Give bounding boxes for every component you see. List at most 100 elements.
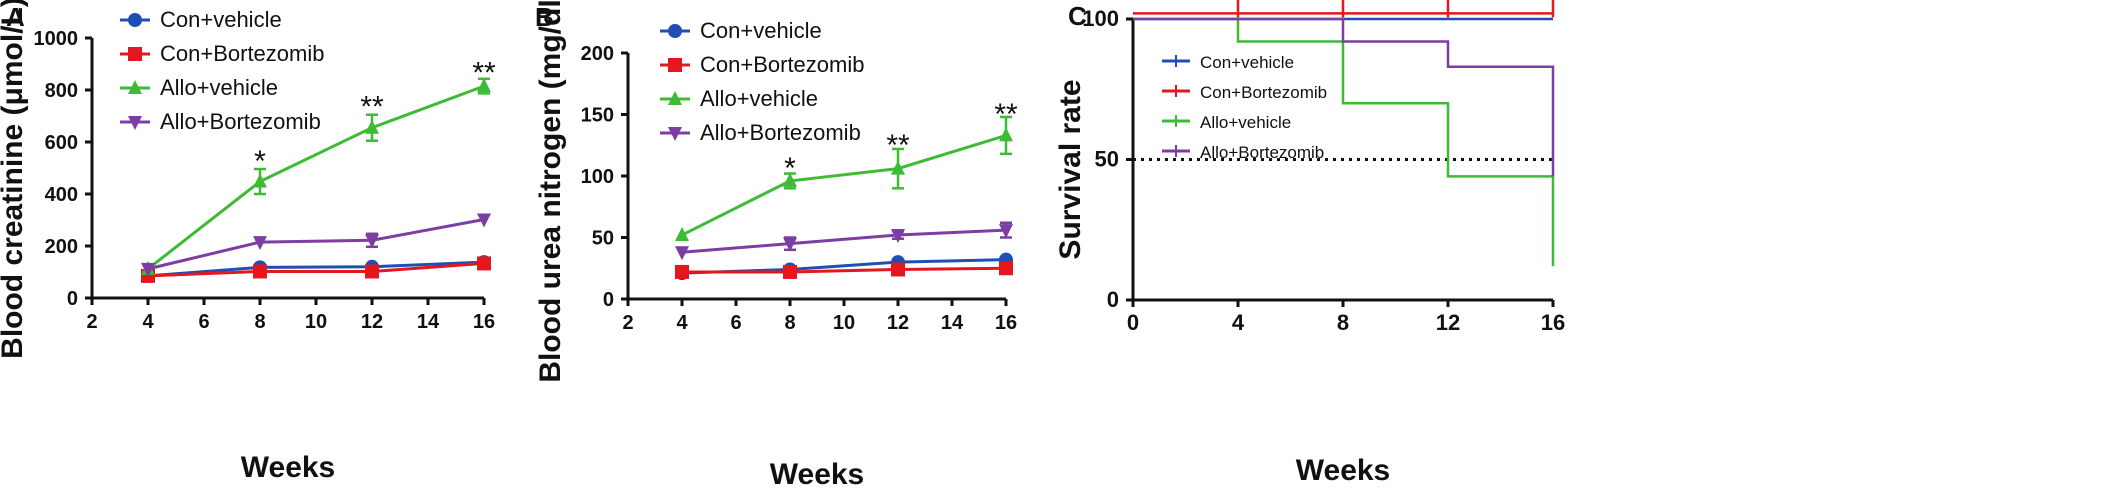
data-point (477, 78, 491, 93)
legend-item-con-bortezomib: Con+Bortezomib (1162, 83, 1327, 102)
y-tick-label: 400 (45, 184, 78, 206)
series-allo-bortezomib (675, 221, 1013, 261)
data-point (999, 261, 1013, 276)
y-axis-title: Blood creatinine (μmol/L) (0, 0, 29, 359)
series-line (682, 266, 1007, 274)
data-point (675, 227, 689, 242)
data-point (783, 264, 797, 279)
legend: Con+vehicle Con+Bortezomib Allo+vehicle All… (120, 7, 324, 134)
significance-mark: ** (994, 98, 1018, 131)
panel-b: B 2 4 6 8 10 12 14 16 0 50 100 150 200 Weeks Blood urea… (534, 0, 1018, 491)
x-tick-label: 16 (995, 312, 1017, 334)
panel-label: A (6, 2, 25, 32)
x-tick-label: 8 (1337, 310, 1349, 335)
x-tick-label: 16 (1541, 310, 1565, 335)
legend-label: Con+Bortezomib (700, 52, 864, 77)
legend-label: Allo+Bortezomib (160, 109, 321, 134)
legend-marker (668, 24, 682, 38)
data-point (891, 229, 905, 244)
data-point (477, 213, 491, 228)
x-tick-label: 4 (676, 312, 688, 334)
x-tick-label: 8 (784, 312, 795, 334)
x-tick-label: 8 (254, 311, 265, 333)
series-allo-bortezomib (141, 213, 491, 277)
data-point (253, 264, 267, 279)
panel-c: C 0 4 8 12 16 0 50 100 Weeks Survival rate Con+vehi… (1054, 0, 1565, 487)
x-tick-label: 12 (1436, 310, 1460, 335)
legend: Con+vehicle Con+Bortezomib Allo+vehicle All… (1162, 53, 1327, 162)
x-tick-label: 2 (622, 312, 633, 334)
data-point (141, 262, 155, 277)
data-point (477, 256, 491, 271)
legend-label: Con+Bortezomib (160, 41, 324, 66)
y-tick-label: 100 (1082, 6, 1119, 31)
y-tick-label: 1000 (34, 28, 79, 50)
y-tick-label: 50 (1095, 147, 1119, 172)
x-tick-label: 14 (417, 311, 440, 333)
legend-label: Con+vehicle (160, 7, 282, 32)
series-con-bortezomib (141, 256, 491, 283)
y-tick-label: 50 (592, 228, 614, 250)
legend-item-con-bortezomib: Con+Bortezomib (120, 41, 324, 66)
data-point (891, 160, 905, 175)
significance-mark: * (254, 145, 266, 178)
panel-label: C (1068, 1, 1087, 31)
y-tick-label: 0 (603, 289, 614, 311)
legend-item-con-vehicle: Con+vehicle (1162, 53, 1294, 72)
data-point (365, 264, 379, 279)
data-point (253, 236, 267, 251)
series-line (147, 84, 485, 271)
x-tick-label: 6 (198, 311, 209, 333)
data-point (783, 237, 797, 252)
legend-marker (128, 13, 142, 27)
series-line (147, 218, 485, 271)
x-tick-label: 4 (142, 311, 154, 333)
x-tick-label: 12 (361, 311, 383, 333)
x-tick-label: 16 (473, 311, 495, 333)
x-tick-label: 4 (1232, 310, 1245, 335)
series-allo-vehicle (1133, 17, 1555, 267)
data-point (365, 234, 379, 249)
data-point (253, 173, 267, 188)
legend-label: Con+vehicle (700, 18, 822, 43)
series-line (147, 261, 485, 278)
series-allo-bortezomib (1133, 17, 1555, 177)
x-tick-label: 12 (887, 312, 909, 334)
series-allo-vehicle (675, 115, 1013, 242)
legend-item-allo-bortezomib: Allo+Bortezomib (660, 120, 861, 145)
panel-label: B (535, 2, 554, 32)
legend-item-allo-vehicle: Allo+vehicle (120, 75, 278, 100)
y-axis-title: Blood urea nitrogen (mg/dl) (534, 0, 567, 383)
y-tick-label: 200 (45, 236, 78, 258)
legend-label: Allo+vehicle (160, 75, 278, 100)
significance-mark: * (784, 152, 796, 185)
significance-mark: ** (360, 90, 384, 123)
series-line (681, 133, 1007, 237)
y-axis-title: Survival rate (1054, 79, 1087, 259)
y-tick-label: 150 (581, 105, 614, 127)
legend: Con+vehicle Con+Bortezomib Allo+vehicle All… (660, 18, 864, 145)
data-point (783, 172, 797, 187)
legend-marker (668, 91, 682, 105)
legend-label: Con+vehicle (1200, 53, 1294, 72)
x-axis-title: Weeks (1296, 454, 1391, 487)
legend-item-con-vehicle: Con+vehicle (120, 7, 282, 32)
legend-label: Allo+Bortezomib (1200, 143, 1324, 162)
legend-label: Allo+vehicle (700, 86, 818, 111)
x-tick-label: 10 (305, 311, 327, 333)
legend-marker (668, 127, 682, 141)
legend-item-con-vehicle: Con+vehicle (660, 18, 822, 43)
data-point (365, 119, 379, 134)
x-tick-label: 6 (730, 312, 741, 334)
legend-item-allo-bortezomib: Allo+Bortezomib (120, 109, 321, 134)
legend-marker (128, 116, 142, 130)
survival-step-line (1133, 17, 1555, 267)
series-allo-vehicle (141, 77, 491, 275)
legend-label: Con+Bortezomib (1200, 83, 1327, 102)
x-tick-label: 2 (86, 311, 97, 333)
y-tick-label: 600 (45, 132, 78, 154)
legend-item-con-bortezomib: Con+Bortezomib (660, 52, 864, 77)
y-tick-label: 100 (581, 166, 614, 188)
significance-mark: ** (886, 129, 910, 162)
